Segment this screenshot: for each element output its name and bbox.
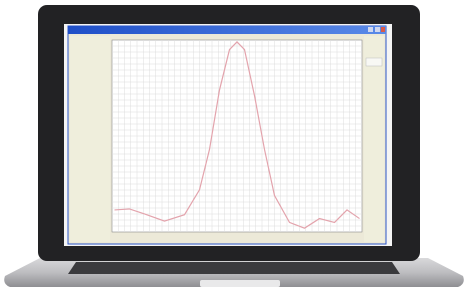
window-button[interactable] [368, 27, 373, 32]
right-panel [364, 36, 384, 242]
keyboard [68, 262, 400, 274]
close-button[interactable] [381, 27, 385, 32]
laptop-mockup [0, 0, 468, 299]
page: {"chart_data": {"type": "line", "x": [1,… [0, 0, 468, 299]
title-bar [68, 26, 386, 34]
grid [112, 40, 362, 232]
window-button[interactable] [375, 27, 380, 32]
side-field[interactable] [366, 58, 382, 66]
left-panel [70, 36, 110, 242]
trackpad-notch [200, 280, 280, 287]
